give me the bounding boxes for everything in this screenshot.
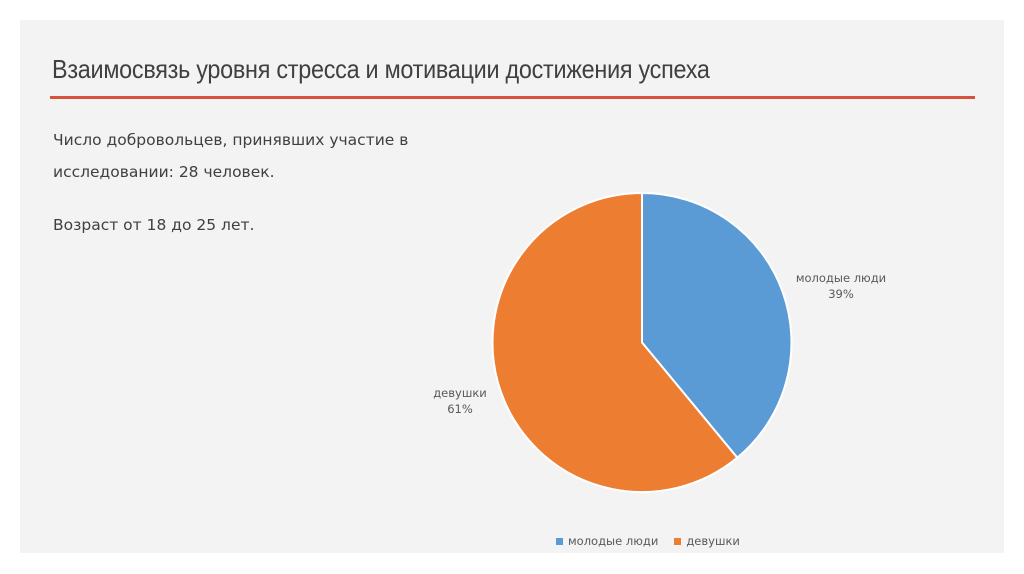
legend-label: молодые люди: [568, 534, 659, 548]
data-label-value: 39%: [828, 287, 854, 301]
legend-swatch-orange: [674, 537, 682, 545]
data-label-value: 61%: [447, 402, 473, 416]
legend-swatch-blue: [556, 537, 563, 545]
data-label-category: девушки: [433, 386, 487, 400]
body-text-line-3: Возраст от 18 до 25 лет.: [53, 216, 255, 234]
slide-title: Взаимосвязь уровня стресса и мотивации д…: [52, 54, 710, 84]
body-text-line-1: Число добровольцев, принявших участие в: [53, 131, 409, 149]
data-label-category: молодые люди: [795, 271, 887, 285]
data-label-molodye-lyudi: молодые люди 39%: [786, 270, 896, 302]
body-text-line-2: исследовании: 28 человек.: [53, 163, 275, 181]
title-underline: [50, 96, 975, 99]
data-label-devushki: девушки 61%: [420, 385, 500, 417]
legend-label: девушки: [686, 534, 740, 548]
legend-item-devushki: девушки: [674, 534, 740, 548]
legend-item-molodye-lyudi: молодые люди: [556, 534, 658, 548]
chart-legend: молодые люди девушки: [556, 534, 756, 548]
pie-slice-devushki: [491, 191, 739, 493]
pie-slice-molodye-lyudi: [641, 191, 793, 460]
